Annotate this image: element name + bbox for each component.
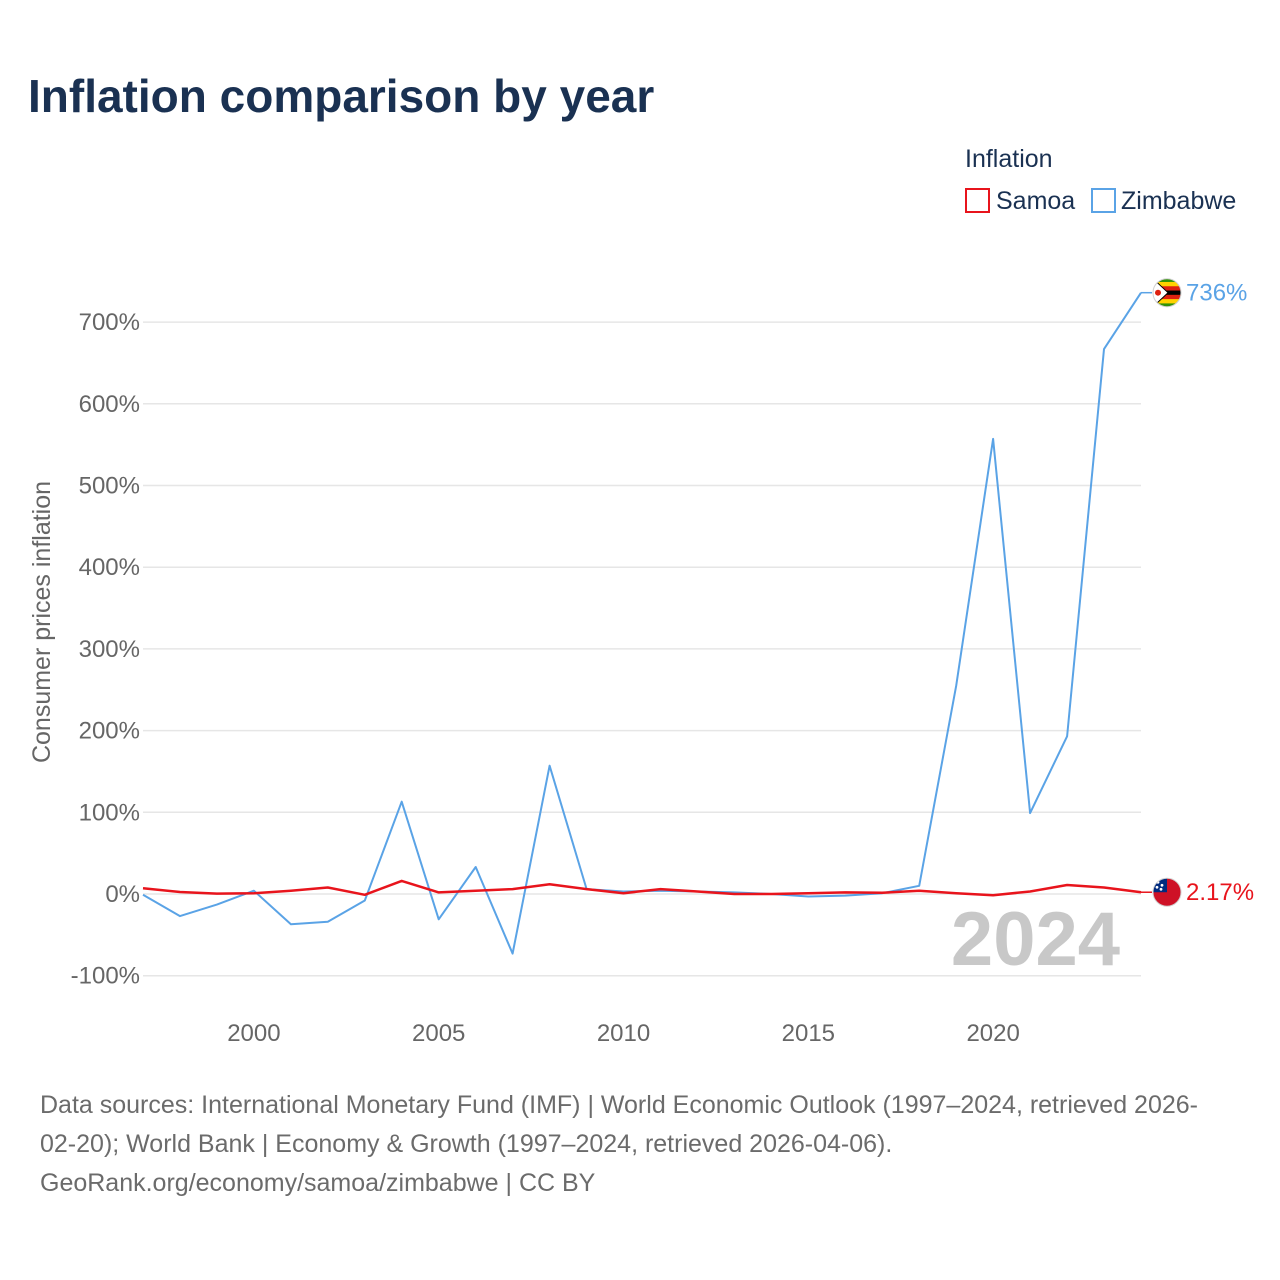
source-line-2: 02-20); World Bank | Economy & Growth (1…	[40, 1130, 892, 1158]
y-tick-label: 0%	[105, 881, 140, 908]
x-tick-label: 2005	[412, 1020, 465, 1047]
x-tick-label: 2000	[227, 1020, 280, 1047]
end-value-label-zimbabwe: 736%	[1186, 280, 1247, 307]
series-end-markers: 2.17% 736%	[1141, 278, 1254, 907]
y-tick-label: -100%	[71, 963, 140, 990]
x-tick-label: 2015	[782, 1020, 835, 1047]
y-tick-label: 700%	[79, 309, 140, 336]
y-tick-label: 400%	[79, 554, 140, 581]
y-tick-label: 600%	[79, 391, 140, 418]
source-line-1: Data sources: International Monetary Fun…	[40, 1091, 1198, 1119]
legend-label-zimbabwe: Zimbabwe	[1121, 187, 1236, 215]
y-tick-label: 100%	[79, 799, 140, 826]
y-tick-label: 300%	[79, 636, 140, 663]
legend-swatch-samoa	[965, 188, 990, 213]
chart-title: Inflation comparison by year	[28, 70, 654, 122]
legend-swatch-zimbabwe	[1091, 188, 1116, 213]
legend: Inflation Samoa Zimbabwe	[965, 145, 1236, 215]
x-tick-label: 2020	[966, 1020, 1019, 1047]
series-line-samoa[interactable]	[142, 879, 1142, 897]
x-tick-label: 2010	[597, 1020, 650, 1047]
end-value-label-samoa: 2.17%	[1186, 879, 1254, 906]
gridlines	[143, 321, 1141, 977]
series-lines	[142, 292, 1142, 955]
zimbabwe-flag-icon	[1152, 278, 1182, 308]
series-line-zimbabwe[interactable]	[142, 292, 1142, 955]
y-tick-label: 200%	[79, 718, 140, 745]
legend-title: Inflation	[965, 145, 1053, 173]
y-axis-ticks: -100% 0% 100% 200% 300% 400% 500% 600% 700%	[71, 309, 140, 990]
x-axis-ticks: 2000 2005 2010 2015 2020	[227, 1020, 1020, 1047]
y-axis-label: Consumer prices inflation	[28, 481, 56, 763]
legend-item-zimbabwe[interactable]: Zimbabwe	[1091, 187, 1236, 215]
samoa-flag-icon	[1152, 877, 1182, 907]
y-tick-label: 500%	[79, 473, 140, 500]
current-year-watermark: 2024	[951, 897, 1120, 982]
legend-label-samoa: Samoa	[996, 187, 1075, 215]
source-link[interactable]: GeoRank.org/economy/samoa/zimbabwe | CC …	[40, 1169, 596, 1197]
legend-item-samoa[interactable]: Samoa	[965, 187, 1075, 215]
